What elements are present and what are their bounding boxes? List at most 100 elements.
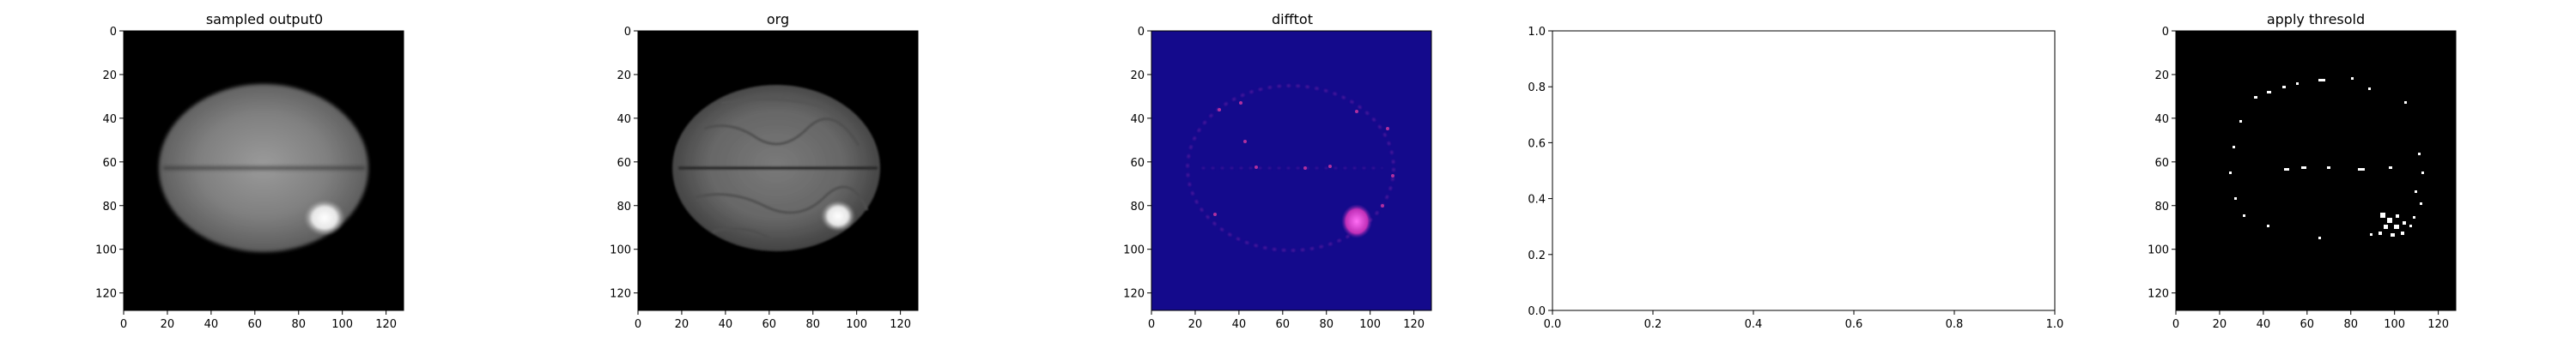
panel-title: org (767, 11, 789, 27)
y-tick-label: 80 (2154, 201, 2169, 214)
x-tick-label: 40 (719, 318, 733, 331)
y-tick-label: 80 (617, 201, 631, 214)
x-tick-label: 80 (1319, 318, 1334, 331)
axes-frame (123, 30, 404, 311)
x-tick-label: 120 (2427, 318, 2449, 331)
x-tick-label: 0 (2172, 318, 2179, 331)
x-tick-label: 0 (1148, 318, 1155, 331)
y-tick-label: 120 (2148, 288, 2169, 301)
y-axis-ticks: 0 20 40 60 80 100 120 (1123, 26, 1151, 301)
diff-speckles (1213, 101, 1394, 216)
y-tick-label: 0.6 (1528, 137, 1546, 150)
x-tick-label: 40 (204, 318, 219, 331)
y-tick-label: 100 (1123, 244, 1145, 257)
x-tick-label: 1.0 (2046, 318, 2064, 331)
y-tick-label: 60 (102, 157, 117, 170)
x-tick-label: 60 (2300, 318, 2315, 331)
x-axis-ticks: 0 20 40 60 80 100 120 (1148, 310, 1425, 331)
y-tick-label: 60 (1130, 157, 1145, 170)
y-tick-label: 40 (617, 113, 631, 126)
y-axis-ticks: 0 20 40 60 80 100 120 (610, 26, 638, 301)
y-tick-label: 0.4 (1528, 194, 1546, 207)
y-tick-label: 120 (95, 288, 117, 301)
diff-hotspot (1341, 204, 1372, 238)
y-tick-label: 100 (95, 244, 117, 257)
x-tick-label: 0 (635, 318, 641, 331)
y-tick-label: 120 (610, 288, 631, 301)
y-tick-label: 40 (1130, 113, 1145, 126)
x-tick-label: 100 (331, 318, 353, 331)
y-axis-ticks: 0.0 0.2 0.4 0.6 0.8 1.0 (1528, 26, 1552, 318)
y-tick-label: 60 (2154, 157, 2169, 170)
x-tick-label: 0.8 (1946, 318, 1964, 331)
axes-frame (1151, 30, 1432, 311)
panel-sampled: sampled output0 0 20 40 60 80 100 120 0 20 40 60 8… (95, 11, 404, 331)
x-axis-ticks: 0 20 40 60 80 100 120 (120, 310, 397, 331)
y-tick-label: 0.0 (1528, 305, 1546, 318)
x-tick-label: 40 (1232, 318, 1247, 331)
y-tick-label: 40 (102, 113, 117, 126)
panel-empty: 0.0 0.2 0.4 0.6 0.8 1.0 0.0 0.2 0.4 0.6 0.8 1.0 (1528, 26, 2063, 331)
image-area (2176, 31, 2456, 310)
x-tick-label: 100 (2384, 318, 2405, 331)
x-tick-label: 80 (291, 318, 306, 331)
x-tick-label: 20 (1188, 318, 1203, 331)
y-tick-label: 0 (1138, 26, 1145, 39)
panel-difftot: difftot 0 20 40 60 80 100 120 0 20 40 60 80 100 120 (1123, 11, 1432, 331)
x-axis-ticks: 0 20 40 60 80 100 120 (635, 310, 911, 331)
lesion-highlight (304, 200, 345, 236)
axes-frame (637, 30, 919, 311)
y-tick-label: 1.0 (1528, 26, 1546, 39)
y-tick-label: 100 (2148, 244, 2169, 257)
x-tick-label: 120 (890, 318, 911, 331)
x-tick-label: 120 (375, 318, 397, 331)
x-tick-label: 20 (2213, 318, 2227, 331)
y-tick-label: 20 (617, 69, 631, 82)
x-tick-label: 100 (1359, 318, 1381, 331)
panel-threshold: apply thresold 0 20 40 60 80 100 120 0 20 40 60 80… (2148, 11, 2457, 331)
x-tick-label: 20 (161, 318, 175, 331)
x-tick-label: 80 (805, 318, 820, 331)
panel-org: org 0 20 40 60 80 100 120 0 20 40 60 80 100 120 (610, 11, 919, 331)
x-tick-label: 0.2 (1644, 318, 1662, 331)
x-tick-label: 0.4 (1745, 318, 1763, 331)
y-tick-label: 0.8 (1528, 81, 1546, 94)
x-tick-label: 60 (248, 318, 263, 331)
y-tick-label: 40 (2154, 113, 2169, 126)
x-axis-ticks: 0 20 40 60 80 100 120 (2172, 310, 2449, 331)
mask-speckles (2229, 77, 2424, 239)
y-tick-label: 0 (110, 26, 117, 39)
x-tick-label: 120 (1403, 318, 1425, 331)
y-tick-label: 20 (102, 69, 117, 82)
y-tick-label: 120 (1123, 288, 1145, 301)
x-tick-label: 40 (2257, 318, 2271, 331)
y-tick-label: 100 (610, 244, 631, 257)
x-tick-label: 0.6 (1845, 318, 1863, 331)
y-axis-ticks: 0 20 40 60 80 100 120 (95, 26, 124, 301)
y-tick-label: 0.2 (1528, 250, 1546, 262)
y-axis-ticks: 0 20 40 60 80 100 120 (2148, 26, 2176, 301)
lesion-highlight (821, 201, 855, 232)
panel-title: difftot (1272, 11, 1313, 27)
y-tick-label: 0 (2162, 26, 2169, 39)
diff-outline (1186, 84, 1395, 252)
x-tick-label: 80 (2343, 318, 2358, 331)
y-tick-label: 20 (2154, 69, 2169, 82)
y-tick-label: 20 (1130, 69, 1145, 82)
image-area (1151, 31, 1431, 310)
axes-frame (2175, 30, 2457, 311)
y-tick-label: 0 (624, 26, 631, 39)
x-tick-label: 60 (762, 318, 777, 331)
x-tick-label: 20 (675, 318, 690, 331)
y-tick-label: 60 (617, 157, 631, 170)
x-axis-ticks: 0.0 0.2 0.4 0.6 0.8 1.0 (1544, 310, 2064, 331)
panel-title: sampled output0 (206, 11, 323, 27)
panel-title: apply thresold (2267, 11, 2365, 27)
x-tick-label: 0 (120, 318, 127, 331)
y-tick-label: 80 (1130, 201, 1145, 214)
x-tick-label: 0.0 (1544, 318, 1562, 331)
x-tick-label: 100 (846, 318, 867, 331)
y-tick-label: 80 (102, 201, 117, 214)
axes-frame (1552, 30, 2056, 311)
